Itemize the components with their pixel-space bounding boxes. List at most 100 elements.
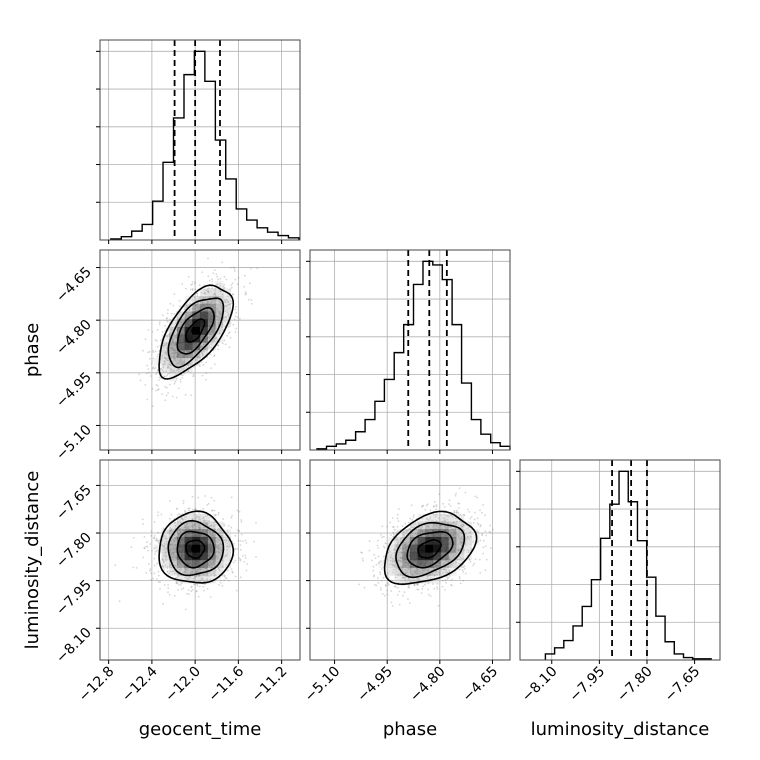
panel-joint-distance-phase-sample-point (472, 521, 475, 524)
panel-joint-distance-phase-sample-point (375, 584, 378, 587)
panel-joint-distance-geocent-time-sample-point (165, 554, 167, 557)
panel-joint-phase-geocent-time-sample-point (201, 354, 204, 357)
panel-joint-distance-geocent-time-sample-point (163, 534, 166, 537)
panel-joint-phase-geocent-time-sample-point (212, 293, 215, 296)
panel-joint-distance-geocent-time-sample-point (201, 517, 204, 520)
panel-joint-distance-geocent-time-sample-point (240, 519, 243, 521)
panel-joint-phase-geocent-time-sample-point (231, 282, 234, 285)
panel-joint-distance-phase-sample-point (429, 509, 432, 512)
panel-joint-distance-phase-sample-point (436, 588, 439, 590)
panel-joint-distance-geocent-time-sample-point (189, 577, 192, 579)
panel-joint-phase-geocent-time-sample-point (191, 287, 194, 290)
panel-joint-distance-geocent-time-sample-point (149, 543, 152, 545)
panel-joint-phase-geocent-time-density-cell (184, 311, 193, 320)
panel-joint-phase-geocent-time-contours (158, 284, 235, 380)
panel-joint-phase-geocent-time-sample-point (142, 349, 144, 352)
panel-hist-phase-bar-5 (365, 420, 375, 450)
panel-joint-phase-geocent-time-sample-point (224, 343, 227, 346)
panel-joint-distance-phase-sample-point (394, 585, 396, 588)
panel-joint-distance-geocent-time-sample-point (215, 574, 217, 577)
panel-joint-phase-geocent-time-sample-point (163, 375, 166, 378)
panel-joint-distance-geocent-time-sample-point (207, 519, 210, 522)
panel-joint-phase-geocent-time-sample-point (184, 393, 187, 396)
panel-joint-distance-phase-sample-point (469, 560, 472, 563)
panel-joint-distance-geocent-time-sample-point (217, 560, 219, 563)
panel-joint-phase-geocent-time-sample-point (173, 313, 176, 315)
panel-joint-phase-geocent-time-density-cell (184, 319, 193, 328)
panel-joint-distance-geocent-time-sample-point (153, 535, 156, 537)
panel-joint-phase-geocent-time-sample-point (232, 293, 235, 296)
panel-joint-phase-geocent-time-sample-point (210, 346, 213, 349)
panel-hist-geocent-time-frame (99, 39, 301, 241)
panel-joint-phase-geocent-time-sample-point (185, 306, 188, 309)
panel-joint-distance-geocent-time-sample-point (164, 552, 167, 555)
panel-joint-phase-geocent-time-sample-point (171, 369, 174, 372)
panel-joint-distance-phase-sample-point (384, 542, 387, 545)
panel-joint-phase-geocent-time-sample-point (167, 392, 170, 394)
panel-joint-phase-geocent-time-sample-point (183, 317, 186, 319)
panel-joint-distance-geocent-time-sample-point (227, 525, 230, 527)
panel-joint-phase-geocent-time-sample-point (215, 335, 218, 338)
panel-joint-phase-geocent-time-sample-point (205, 361, 208, 364)
panel-joint-phase-geocent-time-sample-point (184, 287, 187, 290)
panel-joint-distance-phase-sample-point (464, 491, 467, 494)
panel-joint-phase-geocent-time-sample-point (225, 306, 228, 308)
panel-joint-distance-geocent-time-sample-point (149, 569, 151, 572)
panel-joint-distance-geocent-time (96, 459, 301, 664)
panel-joint-phase-geocent-time-contour-3 (158, 284, 235, 380)
panel-joint-distance-geocent-time-sample-point (157, 570, 160, 573)
panel-joint-distance-phase-sample-point (398, 508, 400, 510)
panel-joint-distance-phase-sample-point (401, 594, 404, 597)
panel-joint-distance-phase-sample-point (441, 585, 444, 588)
panel-joint-distance-geocent-time-sample-point (165, 559, 168, 562)
panel-joint-distance-phase-sample-point (434, 500, 436, 503)
panel-joint-phase-geocent-time-sample-point (149, 375, 152, 377)
panel-hist-phase-bar-8 (394, 353, 403, 450)
panel-joint-phase-geocent-time-sample-point (183, 308, 186, 311)
panel-joint-phase-geocent-time-density-cell (215, 311, 224, 320)
panel-joint-phase-geocent-time-density-cell (161, 342, 170, 351)
panel-joint-phase-geocent-time-density-cell (215, 326, 224, 335)
panel-joint-distance-phase-sample-point (408, 586, 410, 589)
panel-joint-distance-geocent-time-sample-point (163, 548, 166, 550)
panel-joint-distance-phase-sample-point (379, 587, 382, 589)
panel-joint-distance-phase-sample-point (425, 504, 428, 507)
panel-joint-distance-geocent-time-grid (100, 460, 300, 660)
panel-joint-phase-geocent-time-sample-point (164, 324, 167, 327)
panel-joint-distance-phase-sample-point (398, 590, 401, 593)
panel-joint-distance-geocent-time-sample-point (153, 536, 156, 539)
panel-joint-distance-geocent-time-sample-point (188, 593, 190, 596)
panel-joint-phase-geocent-time-sample-point (166, 374, 169, 376)
panel-joint-phase-geocent-time-sample-point (194, 281, 197, 284)
panel-joint-phase-geocent-time-sample-point (170, 371, 173, 374)
panel-joint-distance-geocent-time-sample-point (195, 517, 197, 520)
panel-joint-phase-geocent-time-density-cell (200, 350, 208, 358)
panel-joint-phase-geocent-time-sample-point (207, 290, 210, 293)
panel-joint-phase-geocent-time-sample-point (230, 266, 232, 269)
panel-joint-distance-geocent-time-sample-point (231, 514, 233, 517)
y-axis-label-phase: phase (22, 323, 43, 377)
panel-joint-distance-geocent-time-sample-point (158, 539, 161, 542)
panel-joint-distance-geocent-time-sample-point (145, 571, 148, 574)
panel-hist-phase-bar-6 (375, 401, 384, 450)
panel-joint-distance-geocent-time-sample-point (222, 518, 225, 520)
panel-joint-phase-geocent-time-sample-point (158, 321, 161, 324)
panel-joint-distance-geocent-time-sample-point (223, 524, 226, 527)
panel-joint-phase-geocent-time-sample-point (204, 292, 207, 295)
panel-joint-distance-geocent-time-sample-point (166, 543, 169, 545)
panel-joint-distance-geocent-time-sample-point (153, 572, 156, 575)
panel-joint-phase-geocent-time-sample-point (244, 291, 247, 293)
panel-joint-distance-phase-sample-point (450, 583, 452, 586)
panel-hist-geocent-time-bar-3 (142, 224, 152, 240)
panel-joint-distance-geocent-time-sample-point (238, 530, 240, 532)
panel-joint-distance-geocent-time-sample-point (187, 507, 190, 510)
panel-joint-distance-geocent-time-sample-point (224, 554, 227, 556)
panel-joint-phase-geocent-time-sample-point (221, 342, 224, 345)
panel-joint-distance-phase-sample-point (427, 588, 429, 591)
panel-joint-distance-geocent-time-sample-point (207, 502, 210, 505)
panel-joint-phase-geocent-time-sample-point (225, 298, 228, 301)
panel-joint-phase-geocent-time-sample-point (203, 289, 206, 291)
panel-hist-phase-quantiles (407, 250, 448, 450)
panel-joint-distance-phase-sample-point (368, 540, 371, 543)
panel-joint-distance-geocent-time-sample-point (190, 586, 193, 589)
